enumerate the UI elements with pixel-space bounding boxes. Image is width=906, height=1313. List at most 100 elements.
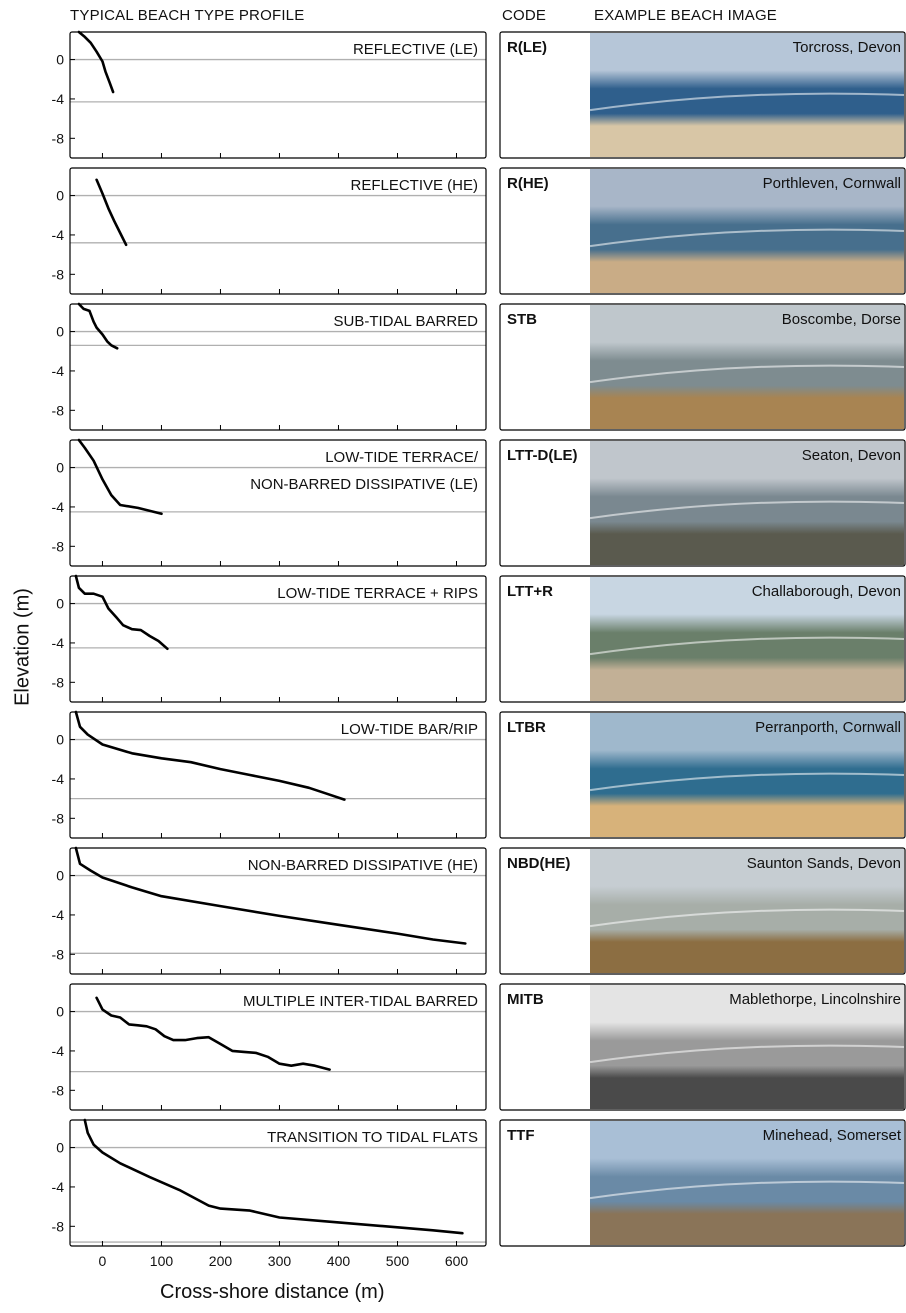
y-tick-label: 0 <box>56 1004 64 1020</box>
panel-title: LOW-TIDE BAR/RIP <box>341 721 478 738</box>
shoreline-stroke <box>589 1180 905 1200</box>
shoreline-stroke <box>589 228 905 248</box>
x-axis-label: Cross-shore distance (m) <box>160 1281 385 1303</box>
y-tick-label: -8 <box>52 674 65 690</box>
beach-profile-line <box>74 846 467 945</box>
y-tick-label: -8 <box>52 402 65 418</box>
y-tick-label: -8 <box>52 1218 65 1234</box>
y-tick-label: -4 <box>52 1043 65 1059</box>
beach-panel-9: 0 -4 -8 TRANSITION TO TIDAL FLATS TTF Minehea… <box>52 1118 906 1247</box>
beach-panel-7: 0 -4 -8 NON-BARRED DISSIPATIVE (HE) NBD(HE) S… <box>52 846 906 975</box>
y-tick-label: 0 <box>56 324 64 340</box>
shoreline-stroke <box>589 364 905 384</box>
profile-plot-frame <box>69 847 487 975</box>
beach-profile-line <box>95 178 128 247</box>
panel-title: REFLECTIVE (HE) <box>350 177 478 194</box>
x-tick-label: 100 <box>150 1253 174 1269</box>
shoreline-stroke <box>589 908 905 928</box>
y-tick-label: 0 <box>56 460 64 476</box>
beach-code: TTF <box>507 1127 535 1144</box>
shoreline-stroke <box>589 772 905 792</box>
beach-code: R(HE) <box>507 175 549 192</box>
y-tick-label: -8 <box>52 946 65 962</box>
beach-location: Seaton, Devon <box>802 447 901 464</box>
profile-plot-frame <box>69 1119 487 1247</box>
beach-panel-4: 0 -4 -8 LOW-TIDE TERRACE/NON-BARRED DISSIPA… <box>52 438 906 567</box>
x-tick-label: 300 <box>268 1253 292 1269</box>
panel-title: MULTIPLE INTER-TIDAL BARRED <box>243 993 478 1010</box>
y-tick-label: -4 <box>52 91 65 107</box>
beach-location: Challaborough, Devon <box>752 583 901 600</box>
y-tick-label: 0 <box>56 52 64 68</box>
y-tick-label: 0 <box>56 596 64 612</box>
y-tick-label: -8 <box>52 266 65 282</box>
y-tick-label: -8 <box>52 130 65 146</box>
beach-profile-line <box>74 574 169 651</box>
beach-profile-line <box>95 996 331 1071</box>
y-tick-label: 0 <box>56 188 64 204</box>
beach-panel-2: 0 -4 -8 REFLECTIVE (HE) R(HE) Porthleven, Cor… <box>52 167 906 295</box>
y-tick-label: -4 <box>52 1179 65 1195</box>
beach-code: STB <box>507 311 537 328</box>
y-tick-label: 0 <box>56 732 64 748</box>
beach-location: Porthleven, Cornwall <box>763 175 901 192</box>
shoreline-stroke <box>589 636 905 656</box>
beach-panel-1: 0 -4 -8 REFLECTIVE (LE) R(LE) Torcross, Devon <box>52 30 906 159</box>
panel-title: NON-BARRED DISSIPATIVE (LE) <box>250 476 478 493</box>
code-column-header: CODE <box>502 7 547 24</box>
profile-plot-frame <box>69 575 487 703</box>
x-tick-label: 500 <box>386 1253 410 1269</box>
beach-panel-8: 0 -4 -8 MULTIPLE INTER-TIDAL BARRED MITB Mabl… <box>52 983 906 1111</box>
y-tick-label: 0 <box>56 868 64 884</box>
panel-title: SUB-TIDAL BARRED <box>334 313 479 330</box>
image-column-header: EXAMPLE BEACH IMAGE <box>594 7 778 24</box>
profile-plot-frame <box>69 31 487 159</box>
beach-panel-5: 0 -4 -8 LOW-TIDE TERRACE + RIPS LTT+R Challab… <box>52 574 906 703</box>
y-tick-label: -4 <box>52 771 65 787</box>
profile-plot-frame <box>69 303 487 431</box>
beach-code: LTT+R <box>507 583 553 600</box>
beach-location: Torcross, Devon <box>793 39 901 56</box>
y-tick-label: -4 <box>52 907 65 923</box>
x-tick-label: 200 <box>209 1253 233 1269</box>
beach-panel-3: 0 -4 -8 SUB-TIDAL BARRED STB Boscombe, Dorse <box>52 302 906 431</box>
beach-profile-line <box>77 30 115 94</box>
panel-title: TRANSITION TO TIDAL FLATS <box>267 1129 478 1146</box>
shoreline-stroke <box>589 500 905 520</box>
y-tick-label: -8 <box>52 1082 65 1098</box>
beach-location: Minehead, Somerset <box>763 1127 902 1144</box>
y-tick-label: -4 <box>52 499 65 515</box>
panel-title: LOW-TIDE TERRACE + RIPS <box>277 585 478 602</box>
panel-title: NON-BARRED DISSIPATIVE (HE) <box>248 857 478 874</box>
profile-column-header: TYPICAL BEACH TYPE PROFILE <box>70 7 305 24</box>
beach-profile-line <box>77 302 119 350</box>
y-tick-label: -8 <box>52 810 65 826</box>
beach-code: NBD(HE) <box>507 855 570 872</box>
beach-profile-line <box>77 438 163 516</box>
beach-code: LTBR <box>507 719 546 736</box>
panel-title: LOW-TIDE TERRACE/ <box>325 449 479 466</box>
beach-panel-6: 0 -4 -8 LOW-TIDE BAR/RIP LTBR Perranporth, Co… <box>52 710 906 839</box>
shoreline-stroke <box>589 92 905 112</box>
beach-code: R(LE) <box>507 39 547 56</box>
y-tick-label: -4 <box>52 227 65 243</box>
beach-profile-line <box>74 710 346 801</box>
x-tick-label: 400 <box>327 1253 351 1269</box>
y-tick-label: -4 <box>52 363 65 379</box>
profile-plot-frame <box>69 167 487 295</box>
beach-code: MITB <box>507 991 544 1008</box>
profile-plot-frame <box>69 983 487 1111</box>
beach-code: LTT-D(LE) <box>507 447 578 464</box>
y-tick-label: -8 <box>52 538 65 554</box>
y-tick-label: 0 <box>56 1140 64 1156</box>
profile-plot-frame <box>69 711 487 839</box>
beach-location: Mablethorpe, Lincolnshire <box>729 991 901 1008</box>
beach-location: Saunton Sands, Devon <box>747 855 901 872</box>
y-tick-label: -4 <box>52 635 65 651</box>
shoreline-stroke <box>589 1044 905 1064</box>
beach-profile-line <box>83 1118 464 1235</box>
beach-location: Perranporth, Cornwall <box>755 719 901 736</box>
beach-location: Boscombe, Dorse <box>782 311 901 328</box>
x-tick-label: 600 <box>445 1253 469 1269</box>
